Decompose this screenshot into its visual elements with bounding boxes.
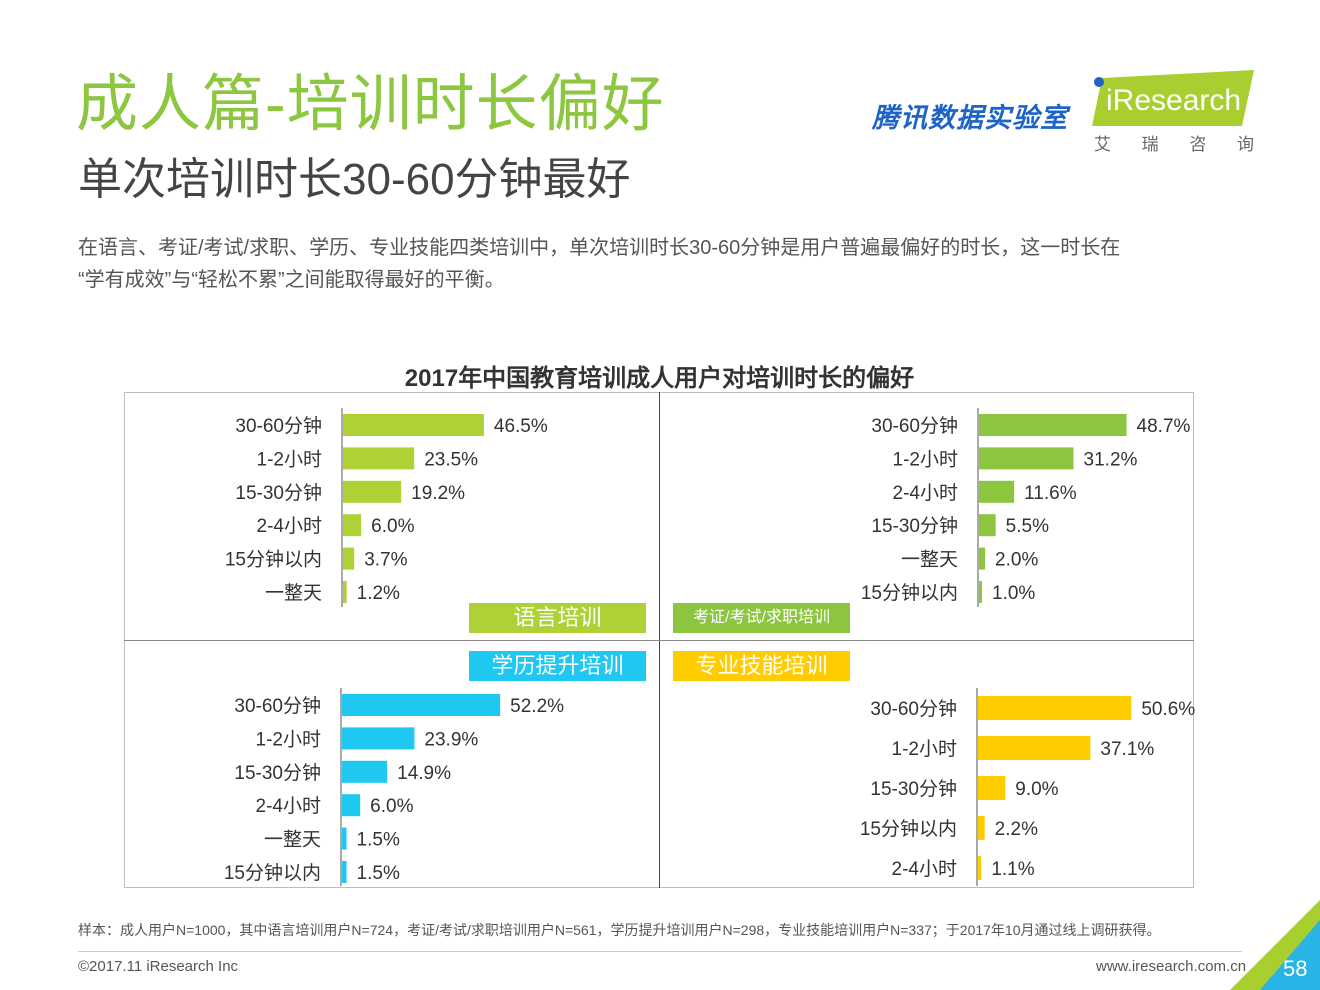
iresearch-logo-text: iResearch	[1106, 84, 1241, 117]
category-label: 30-60分钟	[870, 698, 957, 720]
chart-bar	[342, 861, 347, 883]
intro-line-2: “学有成效”与“轻松不累”之间能取得最好的平衡。	[78, 269, 505, 291]
iresearch-logo-shape	[1092, 70, 1254, 126]
category-label: 2-4小时	[892, 858, 957, 880]
value-label: 2.2%	[995, 819, 1038, 840]
value-label: 6.0%	[371, 516, 414, 537]
value-label: 1.1%	[991, 859, 1034, 880]
category-label: 15-30分钟	[870, 778, 957, 800]
chart-bar	[979, 514, 996, 537]
value-label: 31.2%	[1084, 449, 1138, 470]
category-label: 1-2小时	[893, 448, 958, 470]
chart-bar	[978, 736, 1091, 760]
value-label: 46.5%	[494, 416, 548, 437]
category-label: 1-2小时	[257, 448, 322, 470]
category-label: 1-2小时	[892, 738, 957, 760]
value-label: 14.9%	[397, 763, 451, 784]
value-label: 1.0%	[992, 583, 1035, 604]
value-label: 52.2%	[510, 696, 564, 717]
category-label: 15分钟以内	[224, 862, 321, 884]
category-label: 一整天	[265, 582, 322, 604]
intro-line-1: 在语言、考证/考试/求职、学历、专业技能四类培训中，单次培训时长30-60分钟是…	[78, 237, 1121, 259]
category-label: 15-30分钟	[871, 515, 958, 537]
chart-bar	[979, 447, 1074, 470]
value-label: 5.5%	[1006, 516, 1049, 537]
value-label: 37.1%	[1100, 739, 1154, 760]
chart-bar	[978, 776, 1006, 800]
iresearch-cn-char: 瑞	[1141, 135, 1159, 154]
category-label: 2-4小时	[893, 482, 958, 504]
value-label: 3.7%	[364, 550, 407, 571]
chart-bar	[342, 727, 415, 750]
category-label: 2-4小时	[256, 795, 321, 817]
panel-tag-degree: 学历提升培训	[469, 651, 646, 681]
chart-bar	[342, 827, 347, 850]
value-label: 1.5%	[357, 830, 400, 851]
chart-bar	[979, 547, 986, 570]
page-number: 58	[1283, 956, 1308, 981]
value-label: 1.2%	[357, 583, 400, 604]
value-label: 2.0%	[995, 550, 1038, 571]
iresearch-logo-dot	[1094, 77, 1104, 87]
value-label: 23.5%	[424, 449, 478, 470]
chart-bar	[342, 794, 361, 817]
panel-tag-skill: 专业技能培训	[673, 651, 850, 681]
value-label: 23.9%	[424, 729, 478, 750]
category-label: 一整天	[901, 549, 958, 571]
value-label: 11.6%	[1024, 483, 1077, 504]
iresearch-cn-name: 艾 瑞 咨 询	[1094, 130, 1254, 155]
chart-bar	[343, 581, 347, 603]
tencent-data-lab-logo: 腾讯数据实验室	[872, 103, 1068, 133]
category-label: 30-60分钟	[235, 415, 322, 437]
page-title: 成人篇-培训时长偏好	[76, 70, 665, 139]
chart-bar	[343, 547, 355, 570]
page-subtitle: 单次培训时长30-60分钟最好	[78, 155, 631, 204]
footer-rule	[78, 951, 1242, 952]
value-label: 48.7%	[1137, 416, 1191, 437]
category-label: 15-30分钟	[234, 762, 321, 784]
iresearch-cn-char: 询	[1236, 135, 1254, 154]
panel-tag-exam: 考证/考试/求职培训	[673, 603, 850, 633]
category-label: 1-2小时	[256, 728, 321, 750]
chart-bar	[343, 414, 484, 436]
value-label: 1.5%	[357, 863, 400, 884]
iresearch-cn-char: 艾	[1094, 135, 1111, 154]
category-label: 15分钟以内	[861, 582, 958, 604]
value-label: 19.2%	[411, 483, 465, 504]
sample-note: 样本：成人用户N=1000，其中语言培训用户N=724，考证/考试/求职培训用户…	[78, 922, 1161, 938]
chart-bar	[978, 816, 985, 840]
panel-tag-language: 语言培训	[469, 603, 646, 633]
category-label: 2-4小时	[257, 515, 322, 537]
page-corner-decoration	[1230, 900, 1320, 990]
chart-bar	[978, 856, 982, 880]
chart-bar	[979, 581, 983, 603]
iresearch-cn-char: 咨	[1189, 135, 1207, 154]
intro-text: 在语言、考证/考试/求职、学历、专业技能四类培训中，单次培训时长30-60分钟是…	[78, 232, 1238, 296]
chart-bar	[978, 696, 1132, 720]
category-label: 30-60分钟	[234, 695, 321, 717]
iresearch-logo: iResearch	[1092, 70, 1254, 126]
value-label: 50.6%	[1141, 699, 1195, 720]
chart-bar	[343, 480, 402, 503]
category-label: 15-30分钟	[235, 482, 322, 504]
chart-bar	[342, 694, 501, 716]
chart-divider-horizontal	[124, 640, 1194, 641]
category-label: 一整天	[264, 829, 321, 851]
value-label: 9.0%	[1015, 779, 1058, 800]
category-label: 30-60分钟	[871, 415, 958, 437]
category-label: 15分钟以内	[225, 549, 322, 571]
website-link[interactable]: www.iresearch.com.cn	[1096, 958, 1247, 975]
chart-bar	[342, 760, 388, 783]
chart-bar	[979, 414, 1127, 436]
value-label: 6.0%	[370, 796, 413, 817]
chart-bar	[343, 447, 415, 470]
chart-bar	[343, 514, 362, 537]
category-label: 15分钟以内	[860, 818, 957, 840]
chart-bar	[979, 480, 1015, 503]
chart-title: 2017年中国教育培训成人用户对培训时长的偏好	[404, 365, 915, 392]
copyright: ©2017.11 iResearch Inc	[78, 958, 239, 975]
